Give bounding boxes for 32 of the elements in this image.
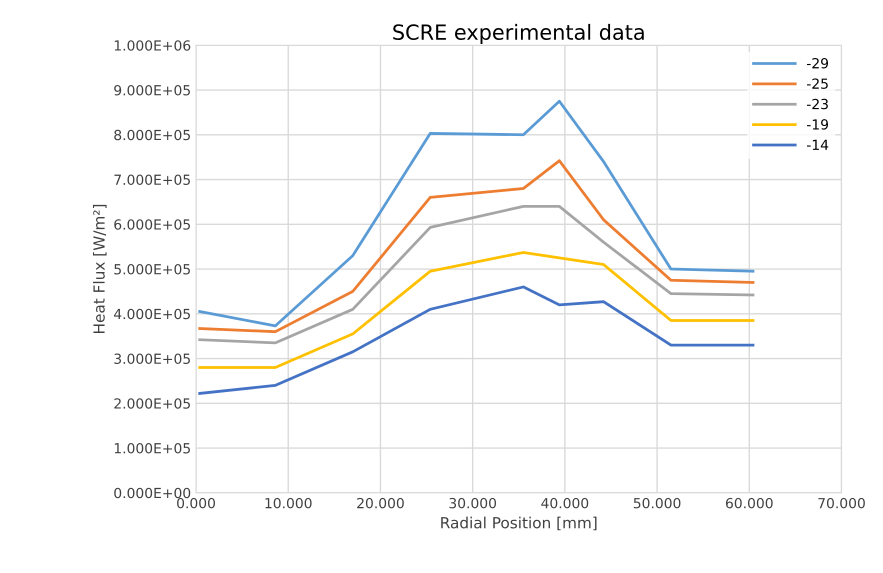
- y-tick-label: 9.000E+05: [114, 84, 190, 96]
- legend-label: -29: [806, 58, 828, 69]
- legend-label: -19: [806, 119, 828, 130]
- line-series: [198, 159, 754, 334]
- y-tick-label: 7.000E+05: [114, 174, 190, 185]
- line-series: [198, 100, 754, 328]
- legend-label: -23: [806, 98, 828, 110]
- y-tick-label: 4.000E+05: [114, 308, 190, 320]
- y-axis-title: Heat Flux [W/m²]: [92, 204, 107, 333]
- line-series: [198, 286, 754, 395]
- x-tick-label: 40.000: [541, 498, 588, 508]
- y-tick-label: 3.000E+05: [114, 353, 190, 364]
- x-tick-label: 10.000: [265, 498, 312, 508]
- x-tick-label: 30.000: [449, 498, 496, 508]
- y-tick-label: 1.000E+06: [114, 40, 190, 51]
- x-tick-label: 50.000: [634, 498, 680, 508]
- y-tick-label: 5.000E+05: [114, 264, 190, 274]
- x-tick-label: 0.000: [177, 498, 215, 508]
- y-tick-label: 0.000E+00: [114, 488, 190, 498]
- x-tick-label: 20.000: [357, 498, 404, 508]
- y-tick-label: 6.000E+05: [114, 219, 190, 230]
- y-tick-label: 2.000E+05: [114, 398, 190, 409]
- y-tick-label: 8.000E+05: [114, 130, 190, 140]
- legend-label: -25: [806, 78, 828, 89]
- chart-title: SCRE experimental data: [393, 24, 644, 44]
- legend-label: -14: [806, 140, 828, 150]
- x-tick-label: 70.000: [818, 498, 865, 508]
- x-tick-label: 60.000: [726, 498, 773, 508]
- line-series: [198, 204, 754, 344]
- x-axis-title: Radial Position [mm]: [441, 516, 596, 530]
- line-series: [198, 251, 754, 369]
- y-tick-label: 1.000E+05: [114, 442, 190, 454]
